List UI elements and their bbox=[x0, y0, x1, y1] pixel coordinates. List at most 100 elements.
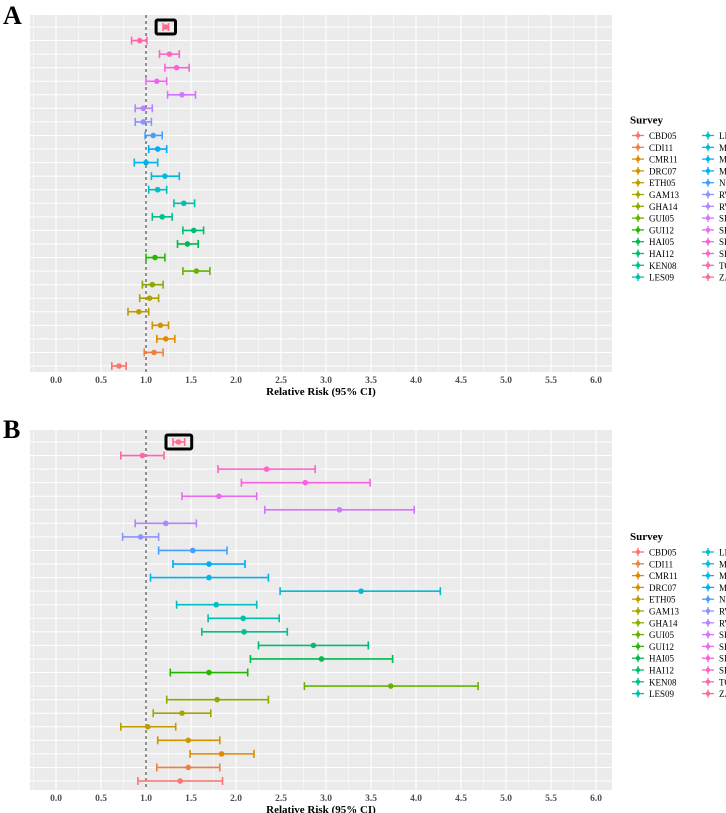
legend-key-point bbox=[635, 573, 641, 578]
point-estimate bbox=[240, 615, 246, 622]
legend-item: SEN10 bbox=[702, 642, 726, 652]
legend-item: CDI11 bbox=[632, 559, 673, 569]
legend-label: CBD05 bbox=[649, 548, 677, 558]
legend-item: GAM13 bbox=[632, 190, 680, 200]
legend-key-point bbox=[635, 180, 641, 185]
legend-item: HAI05 bbox=[632, 237, 674, 247]
legend-key-point bbox=[705, 156, 711, 162]
row-SLN08 bbox=[240, 478, 371, 487]
row-GAM13 bbox=[152, 709, 212, 718]
legend-label: KEN08 bbox=[649, 677, 677, 687]
legend-key-point bbox=[705, 597, 711, 602]
row-GUI12 bbox=[145, 253, 166, 262]
row-CDI11 bbox=[143, 348, 164, 357]
row-LIB13 bbox=[147, 185, 168, 194]
legend-key-point bbox=[705, 145, 711, 150]
point-estimate bbox=[206, 574, 212, 581]
point-estimate bbox=[151, 349, 157, 356]
point-estimate bbox=[143, 159, 149, 166]
legend-item: TOG13 bbox=[702, 677, 726, 687]
point-estimate bbox=[137, 534, 144, 540]
point-estimate bbox=[184, 241, 191, 247]
legend-item: CBD05 bbox=[632, 131, 677, 141]
legend-item: RWA10 bbox=[702, 202, 726, 212]
x-tick-label: 1.0 bbox=[140, 794, 152, 804]
x-tick-label: 6.0 bbox=[590, 376, 602, 386]
row-NMB13 bbox=[144, 131, 163, 140]
legend-label: NMB13 bbox=[719, 178, 726, 188]
legend-item: CBD05 bbox=[632, 548, 677, 558]
legend-item: GHA14 bbox=[632, 618, 678, 628]
legend-label: ZAMBIA bbox=[719, 689, 726, 699]
row-CBD05 bbox=[111, 362, 127, 370]
x-tick-label: 1.0 bbox=[140, 376, 152, 386]
legend-item: SEN05 bbox=[702, 630, 726, 640]
x-tick-label: 3.5 bbox=[365, 376, 377, 386]
x-tick-label: 4.5 bbox=[455, 794, 467, 804]
legend-label: HAI12 bbox=[649, 249, 674, 259]
legend-item: DRC07 bbox=[632, 583, 677, 593]
point-estimate bbox=[136, 308, 142, 315]
point-estimate bbox=[185, 737, 192, 744]
legend-label: MLW10 bbox=[719, 166, 726, 176]
point-estimate bbox=[179, 92, 185, 98]
legend-label: HAI05 bbox=[649, 654, 674, 664]
legend-item: HAI12 bbox=[632, 249, 674, 259]
row-MLW10 bbox=[147, 145, 168, 154]
legend-label: ZAMBIA bbox=[719, 273, 726, 283]
legend-key-point bbox=[635, 549, 641, 555]
row-DRC07 bbox=[151, 321, 170, 330]
row-SEN05 bbox=[166, 90, 197, 99]
legend-label: GAM13 bbox=[649, 190, 680, 200]
x-tick-label: 1.5 bbox=[185, 376, 197, 386]
x-tick-label: 3.0 bbox=[320, 376, 332, 386]
row-CMR11 bbox=[189, 749, 255, 758]
row-SEN10 bbox=[181, 492, 258, 501]
row-GUI12 bbox=[169, 668, 249, 677]
legend-key-point bbox=[705, 608, 711, 614]
legend-item: MAI06 bbox=[702, 143, 726, 153]
legend-item: HAI12 bbox=[632, 666, 674, 676]
panel-label: A bbox=[3, 1, 22, 30]
legend-label: GUI12 bbox=[649, 642, 674, 652]
legend-key-point bbox=[705, 204, 711, 209]
point-estimate bbox=[214, 696, 220, 703]
point-estimate bbox=[263, 466, 270, 472]
legend-label: SEN10 bbox=[719, 225, 726, 235]
legend-item: CDI11 bbox=[632, 143, 673, 153]
x-axis-title: Relative Risk (95% CI) bbox=[266, 386, 376, 398]
row-CBD05 bbox=[137, 777, 224, 785]
legend-label: HAI05 bbox=[649, 237, 674, 247]
legend-key-point bbox=[705, 632, 711, 637]
legend-key-point bbox=[705, 667, 711, 673]
legend-key-point bbox=[635, 133, 641, 138]
point-estimate bbox=[206, 669, 212, 676]
row-GAM13 bbox=[138, 294, 160, 303]
x-tick-label: 1.5 bbox=[185, 794, 197, 804]
legend-label: DRC07 bbox=[649, 583, 677, 593]
row-CDI11 bbox=[156, 763, 221, 772]
x-tick-label: 0.5 bbox=[95, 794, 107, 804]
highlight-box bbox=[154, 18, 178, 36]
row-RWA10 bbox=[134, 519, 198, 528]
legend-key-point bbox=[635, 561, 641, 566]
row-GHA14 bbox=[141, 280, 164, 289]
legend-item: MLW10 bbox=[702, 583, 726, 593]
row-RWA05 bbox=[121, 532, 160, 541]
row-GHA14 bbox=[165, 695, 270, 704]
legend-label: GHA14 bbox=[649, 618, 678, 628]
row-GUI05 bbox=[182, 267, 211, 276]
point-estimate bbox=[213, 601, 219, 608]
row-ETH05 bbox=[127, 307, 150, 316]
row-HAI12 bbox=[257, 641, 370, 650]
legend-item: GUI12 bbox=[632, 642, 674, 652]
legend-key-point bbox=[705, 644, 711, 649]
legend-key-point bbox=[705, 215, 711, 221]
legend-key-point bbox=[635, 274, 641, 280]
legend-key-point bbox=[705, 192, 711, 197]
point-estimate bbox=[159, 214, 165, 220]
point-estimate bbox=[175, 439, 182, 445]
legend-key-point bbox=[635, 227, 641, 233]
